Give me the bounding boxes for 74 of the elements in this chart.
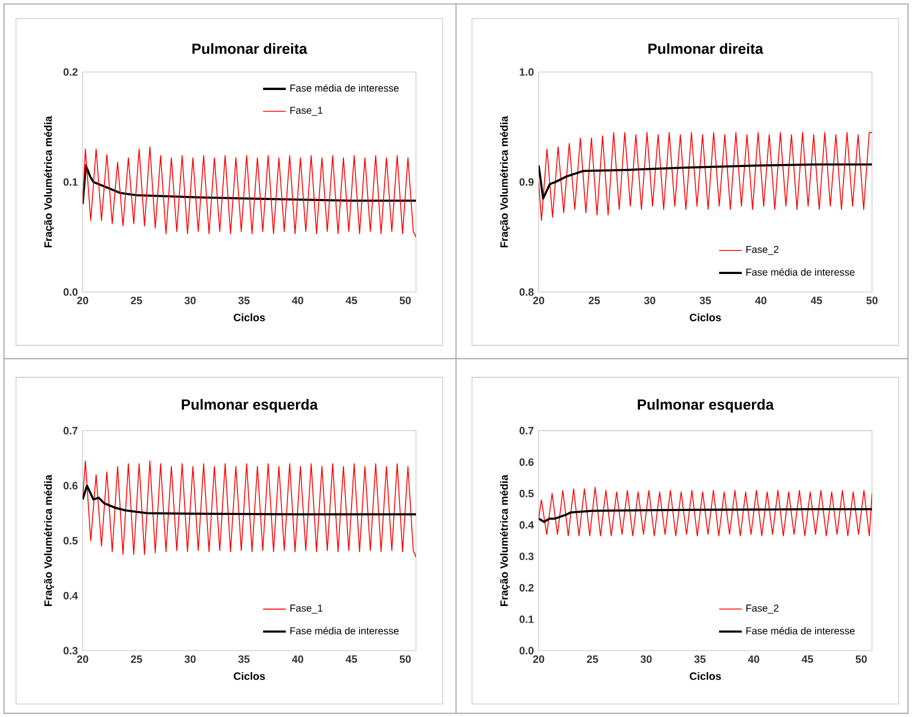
line-series [82,484,416,516]
x-tick-label: 20 [77,655,88,663]
x-tick-label: 20 [77,296,88,304]
line-series [82,146,416,238]
y-tick-label: 0.6 [520,458,534,466]
x-tick-label: 45 [810,296,822,304]
x-tick-label: 30 [644,296,656,304]
y-tick-label: 0.2 [520,584,534,592]
x-axis-title: Ciclos [234,672,265,680]
y-tick-label: 0.3 [520,552,534,560]
x-tick-label: 45 [346,296,358,304]
y-tick-label: 0.2 [64,68,78,76]
legend-label: Fase_1 [290,106,322,116]
x-tick-label: 35 [238,296,250,304]
chart-title: Pulmonar direita [648,43,764,54]
x-axis-title: Ciclos [690,672,721,680]
y-tick-label: 0.4 [64,592,78,600]
y-tick-label: 0.7 [64,426,78,434]
y-tick-label: 1.0 [520,68,534,76]
y-tick-label: 0.7 [520,426,534,434]
x-tick-label: 30 [184,655,196,663]
y-tick-label: 0.1 [64,178,78,186]
x-tick-label: 35 [700,296,711,304]
legend-label: Fase média de interesse [746,268,855,276]
x-tick-label: 45 [802,655,814,663]
y-tick-label: 0.5 [520,490,534,498]
x-tick-label: 50 [400,655,411,663]
y-tick-label: 0.4 [520,521,534,529]
x-tick-label: 30 [184,296,196,304]
x-tick-label: 40 [755,296,766,304]
line-series [82,460,416,558]
x-tick-label: 40 [292,655,304,663]
y-axis-title: Fração Volumétrica média [500,116,510,248]
y-axis-title: Fração Volumétrica média [500,474,510,606]
x-tick-label: 40 [292,296,304,304]
chart-title: Pulmonar esquerda [182,398,318,412]
y-tick-label: 0.9 [520,178,534,186]
chart-title: Pulmonar direita [192,43,308,54]
x-tick-label: 40 [748,655,760,663]
legend-label: Fase média de interesse [290,84,399,92]
line-series [538,132,872,221]
legend-label: Fase_2 [746,604,778,614]
y-tick-label: 0.1 [520,615,534,623]
x-tick-label: 25 [130,296,142,304]
y-axis-title: Fração Volumétrica média [44,116,54,248]
legend-label: Fase média de interesse [290,626,399,634]
line-series [538,508,872,523]
x-tick-label: 50 [866,296,878,304]
y-tick-label: 0.0 [64,288,78,296]
x-tick-label: 25 [130,655,142,663]
x-tick-label: 30 [640,655,652,663]
y-tick-label: 0.6 [64,482,78,490]
y-tick-label: 0.0 [520,646,534,654]
legend-label: Fase média de interesse [746,626,855,634]
legend-label: Fase_1 [290,604,322,614]
legend-label: Fase_2 [746,246,778,255]
x-axis-title: Ciclos [690,313,721,322]
x-tick-label: 45 [346,655,358,663]
x-tick-label: 20 [533,655,544,663]
x-tick-label: 20 [533,296,544,304]
x-tick-label: 35 [238,655,250,663]
x-tick-label: 25 [586,655,598,663]
x-tick-label: 25 [588,296,600,304]
x-tick-label: 50 [400,296,411,304]
y-axis-title: Fração Volumétrica média [44,474,54,606]
x-tick-label: 35 [694,655,706,663]
x-tick-label: 50 [856,655,867,663]
y-tick-label: 0.5 [64,536,78,544]
x-axis-title: Ciclos [234,313,265,322]
line-series [538,163,872,200]
y-tick-label: 0.3 [64,646,78,654]
y-tick-label: 0.8 [520,288,534,296]
chart-title: Pulmonar esquerda [638,398,774,412]
line-series [538,486,872,536]
